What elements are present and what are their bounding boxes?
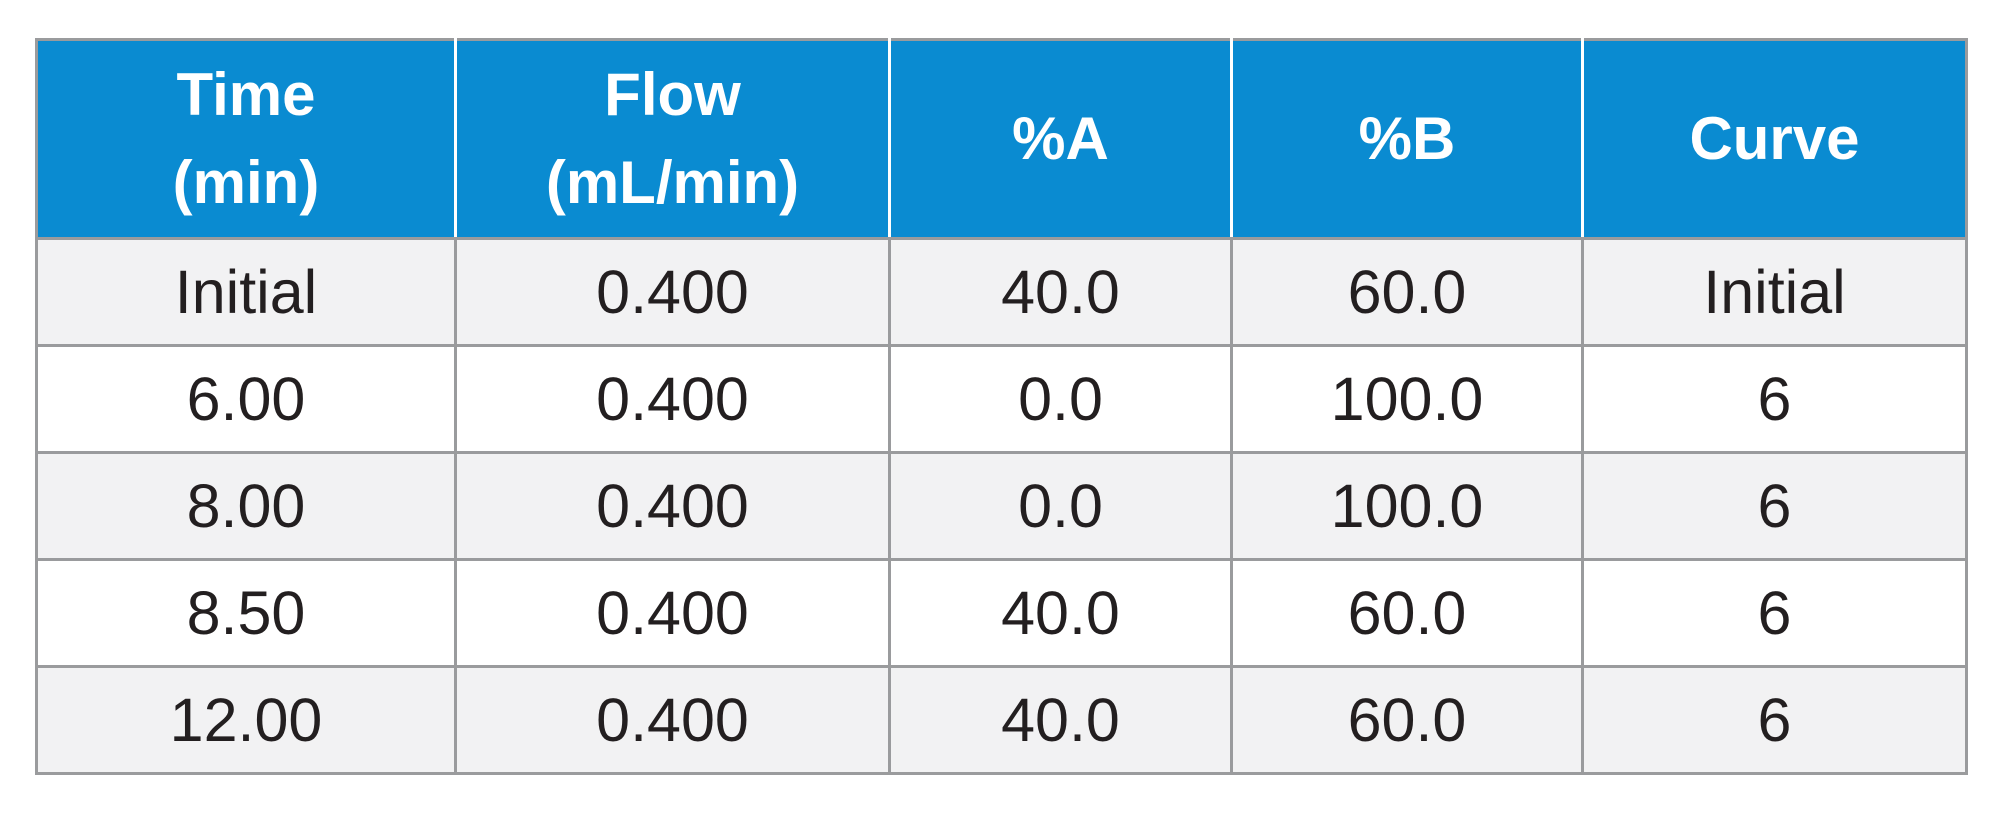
header-percent-a-label: %A [1012, 105, 1109, 172]
cell-percent-b: 100.0 [1230, 344, 1584, 454]
cell-percent-b: 100.0 [1230, 451, 1584, 561]
cell-curve: 6 [1581, 665, 1968, 775]
cell-percent-b: 60.0 [1230, 558, 1584, 668]
cell-curve: 6 [1581, 451, 1968, 561]
cell-curve: 6 [1581, 558, 1968, 668]
cell-time: 8.50 [35, 558, 457, 668]
header-time-label: Time [176, 61, 316, 128]
table-row: Initial 0.400 40.0 60.0 Initial [35, 237, 1968, 347]
header-flow-label: Flow [604, 61, 741, 128]
header-percent-b-label: %B [1358, 105, 1456, 172]
cell-percent-a: 40.0 [888, 237, 1233, 347]
cell-percent-a: 0.0 [888, 344, 1233, 454]
cell-time: Initial [35, 237, 457, 347]
cell-percent-b: 60.0 [1230, 237, 1584, 347]
cell-curve: Initial [1581, 237, 1968, 347]
cell-flow: 0.400 [454, 451, 891, 561]
cell-curve: 6 [1581, 344, 1968, 454]
cell-percent-b: 60.0 [1230, 665, 1584, 775]
table-header: Time (min) Flow (mL/min) %A %B Curve [35, 38, 1968, 240]
cell-percent-a: 0.0 [888, 451, 1233, 561]
table-row: 8.50 0.400 40.0 60.0 6 [35, 558, 1968, 668]
header-curve-label: Curve [1689, 105, 1860, 172]
header-curve: Curve [1581, 38, 1968, 240]
cell-flow: 0.400 [454, 344, 891, 454]
cell-time: 6.00 [35, 344, 457, 454]
gradient-table: Time (min) Flow (mL/min) %A %B Curve Ini… [35, 38, 1968, 775]
cell-time: 8.00 [35, 451, 457, 561]
table-row: 12.00 0.400 40.0 60.0 6 [35, 665, 1968, 775]
header-flow: Flow (mL/min) [454, 38, 891, 240]
table-body: Initial 0.400 40.0 60.0 Initial 6.00 0.4… [35, 237, 1968, 775]
header-row: Time (min) Flow (mL/min) %A %B Curve [35, 38, 1968, 240]
header-percent-a: %A [888, 38, 1233, 240]
cell-flow: 0.400 [454, 237, 891, 347]
table-row: 8.00 0.400 0.0 100.0 6 [35, 451, 1968, 561]
cell-time: 12.00 [35, 665, 457, 775]
cell-percent-a: 40.0 [888, 558, 1233, 668]
cell-percent-a: 40.0 [888, 665, 1233, 775]
header-time: Time (min) [35, 38, 457, 240]
header-time-unit: (min) [172, 149, 320, 216]
header-percent-b: %B [1230, 38, 1584, 240]
cell-flow: 0.400 [454, 665, 891, 775]
cell-flow: 0.400 [454, 558, 891, 668]
table-row: 6.00 0.400 0.0 100.0 6 [35, 344, 1968, 454]
header-flow-unit: (mL/min) [545, 149, 800, 216]
